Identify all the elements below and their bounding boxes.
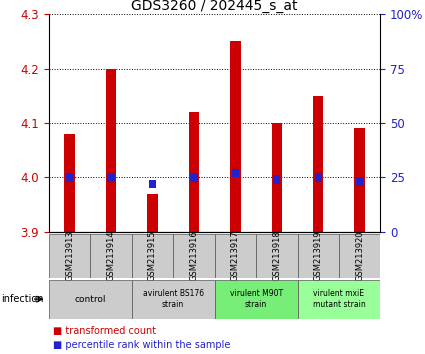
Bar bbox=[256, 234, 298, 278]
Bar bbox=[314, 173, 322, 182]
Bar bbox=[49, 234, 90, 278]
Bar bbox=[90, 234, 132, 278]
Text: virulent mxiE
mutant strain: virulent mxiE mutant strain bbox=[312, 290, 366, 309]
Text: ■ transformed count: ■ transformed count bbox=[53, 326, 156, 336]
Bar bbox=[313, 96, 323, 232]
Bar bbox=[272, 123, 282, 232]
Text: infection: infection bbox=[1, 294, 43, 304]
Bar bbox=[108, 173, 115, 182]
Bar bbox=[273, 175, 281, 184]
Bar bbox=[215, 280, 298, 319]
Text: GSM213917: GSM213917 bbox=[231, 230, 240, 281]
Text: GSM213915: GSM213915 bbox=[148, 230, 157, 281]
Bar bbox=[298, 234, 339, 278]
Bar bbox=[215, 234, 256, 278]
Title: GDS3260 / 202445_s_at: GDS3260 / 202445_s_at bbox=[131, 0, 298, 13]
Text: GSM213914: GSM213914 bbox=[107, 230, 116, 281]
Text: GSM213913: GSM213913 bbox=[65, 230, 74, 281]
Text: ■ percentile rank within the sample: ■ percentile rank within the sample bbox=[53, 340, 230, 350]
Bar bbox=[66, 173, 73, 182]
Bar bbox=[354, 129, 365, 232]
Bar bbox=[173, 234, 215, 278]
Bar bbox=[339, 234, 380, 278]
Text: GSM213916: GSM213916 bbox=[190, 230, 198, 281]
Text: avirulent BS176
strain: avirulent BS176 strain bbox=[143, 290, 204, 309]
Bar bbox=[189, 112, 199, 232]
Bar bbox=[190, 173, 198, 182]
Bar bbox=[147, 194, 158, 232]
Bar bbox=[356, 177, 363, 186]
Bar bbox=[65, 134, 75, 232]
Text: GSM213918: GSM213918 bbox=[272, 230, 281, 281]
Bar bbox=[149, 179, 156, 188]
Bar bbox=[132, 234, 173, 278]
Text: virulent M90T
strain: virulent M90T strain bbox=[230, 290, 283, 309]
Bar bbox=[298, 280, 380, 319]
Bar bbox=[132, 280, 215, 319]
Bar bbox=[230, 41, 241, 232]
Text: GSM213920: GSM213920 bbox=[355, 230, 364, 281]
Bar bbox=[49, 280, 132, 319]
Text: GSM213919: GSM213919 bbox=[314, 230, 323, 281]
Bar bbox=[106, 69, 116, 232]
Text: control: control bbox=[74, 295, 106, 304]
Bar bbox=[232, 169, 239, 177]
